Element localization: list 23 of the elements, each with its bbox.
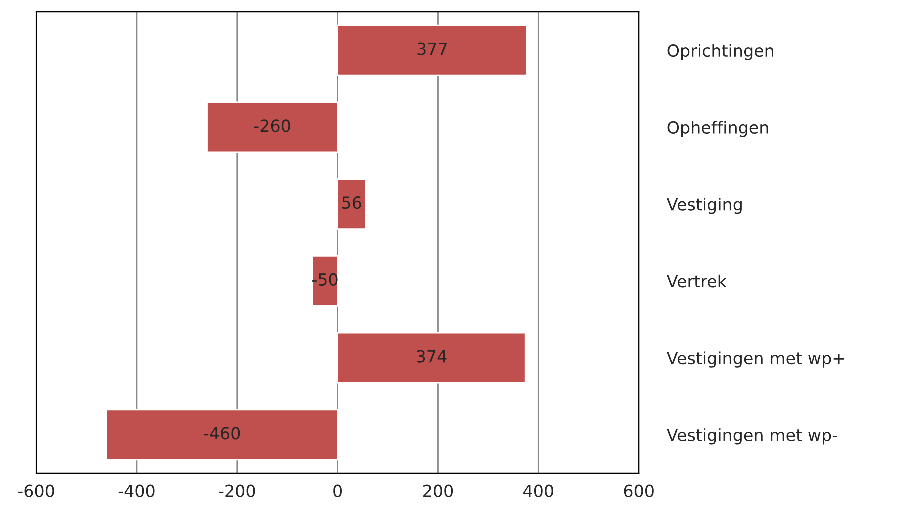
y-tick-label: Opheffingen [668,121,768,138]
bar [106,409,339,461]
x-tick-label: 200 [424,484,454,498]
data-label: 374 [417,350,447,363]
y-tick-label: Vertrek [667,274,727,288]
x-tick-label: -400 [118,484,155,498]
data-label: -260 [254,120,290,132]
data-label: -460 [204,427,240,440]
x-tick-label: 0 [334,484,342,498]
y-tick-label: Oprichtingen [668,44,774,60]
x-tick-label: 600 [624,484,654,498]
data-label: 56 [342,196,362,210]
x-tick-label: -200 [219,484,256,498]
y-tick-label: Vestiging [667,198,742,214]
data-label: 377 [418,42,447,56]
y-tick-label: Vestigingen met wp+ [667,352,844,368]
y-tick-label: Vestigingen met wp- [667,428,838,445]
x-tick-label: 400 [524,484,554,498]
bar [337,332,526,384]
bar [206,102,339,154]
bar [337,24,528,76]
bar [337,178,367,230]
x-tick-label: -600 [18,484,54,498]
